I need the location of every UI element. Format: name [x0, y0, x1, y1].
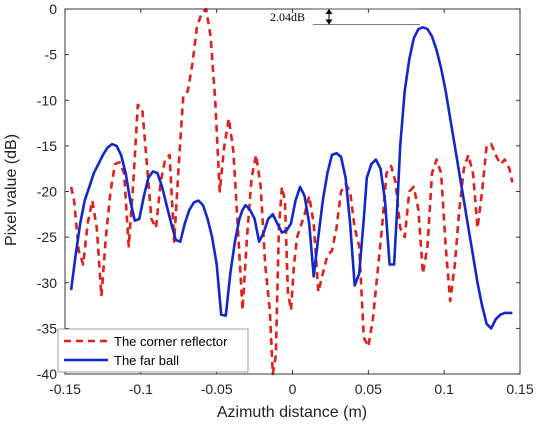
y-tick-label-0: 0	[49, 1, 57, 17]
y-tick-label-2: -10	[37, 92, 57, 108]
series-group	[69, 7, 514, 376]
y-tick-label-8: -40	[37, 366, 57, 382]
y-tick-label-7: -35	[37, 320, 57, 336]
legend-box	[57, 328, 249, 373]
peak-annotation: 2.04dB	[270, 8, 420, 25]
x-axis-label: Azimuth distance (m)	[217, 404, 367, 421]
y-axis-label: Pixel value (dB)	[3, 134, 20, 246]
legend-label-corner-reflector: The corner reflector	[114, 334, 228, 349]
y-tick-label-4: -20	[37, 184, 57, 200]
legend-label-far-ball: The far ball	[114, 353, 179, 368]
series-line-0	[69, 7, 514, 376]
series-line-1	[69, 25, 513, 330]
x-tick-label-0: -0.15	[49, 381, 81, 397]
x-tick-label-3: 0	[289, 381, 297, 397]
x-tick-label-2: -0.05	[201, 381, 233, 397]
y-tick-label-1: -5	[45, 47, 58, 63]
x-tick-label-5: 0.1	[434, 381, 454, 397]
annotation-arrow-up	[325, 9, 333, 14]
annotation-arrow-down	[325, 19, 333, 25]
legend: The corner reflector The far ball	[57, 328, 249, 373]
y-tick-label-5: -25	[37, 229, 57, 245]
plot-background	[65, 9, 520, 374]
x-tick-label-1: -0.1	[129, 381, 153, 397]
y-tick-label-3: -15	[37, 138, 57, 154]
x-tick-label-6: 0.15	[506, 381, 533, 397]
annotation-text: 2.04dB	[270, 10, 305, 24]
plot-area	[65, 9, 520, 374]
ticks-group: -0.15 -0.1 -0.05 0 0.05 0.1 0.15 0 -5 -10 -15 -20 -2…	[37, 1, 534, 397]
x-tick-label-4: 0.05	[355, 381, 382, 397]
y-tick-label-6: -30	[37, 275, 57, 291]
